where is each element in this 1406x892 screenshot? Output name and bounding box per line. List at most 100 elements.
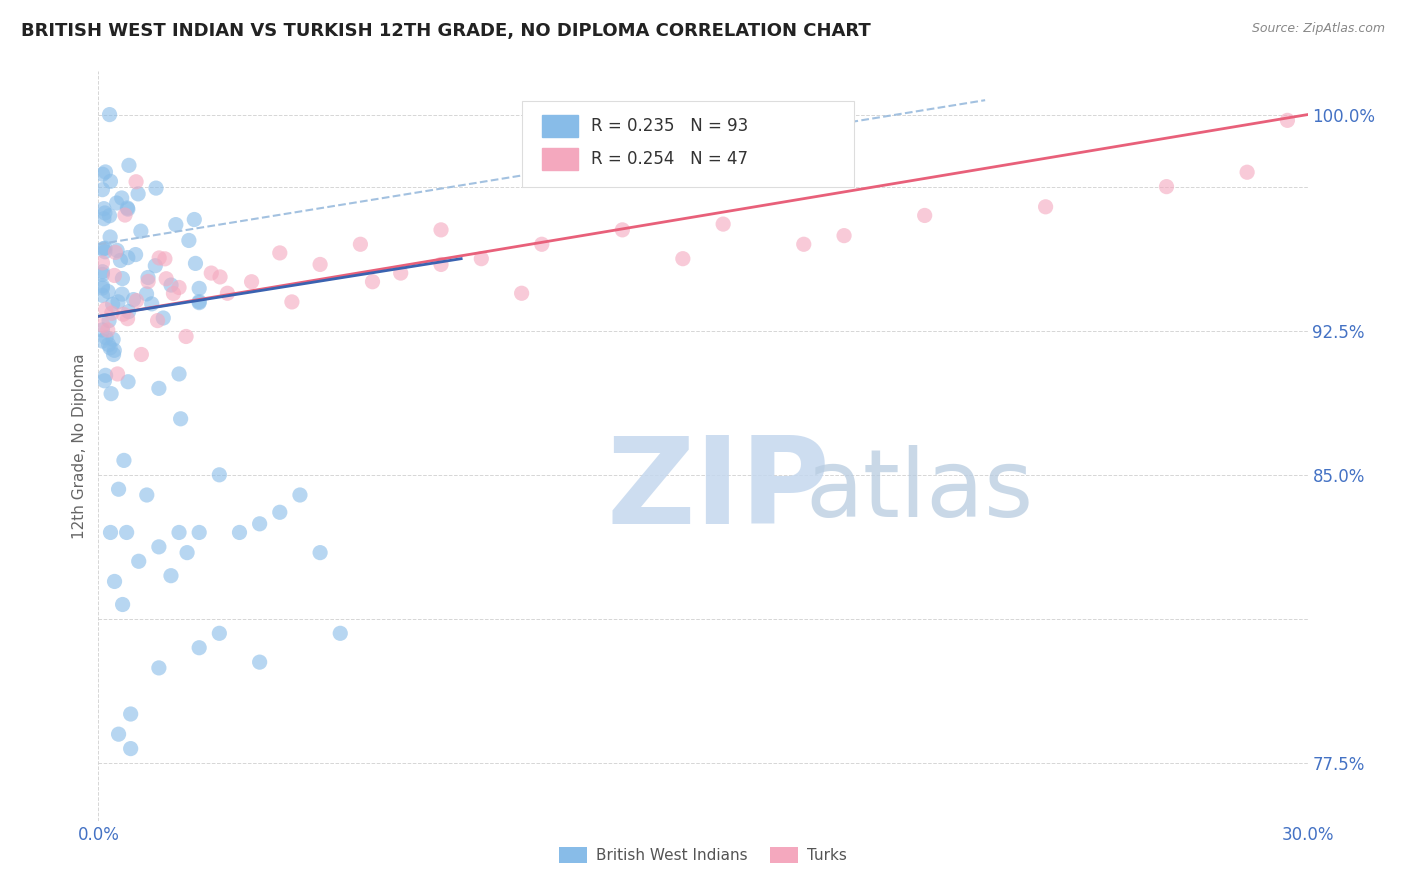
Point — [117, 304, 139, 318]
Point — [104, 245, 127, 260]
Point — [1156, 179, 1178, 194]
Point — [136, 274, 159, 288]
Point — [115, 525, 138, 540]
Point — [94, 241, 117, 255]
Point — [111, 271, 134, 285]
Point — [94, 165, 117, 179]
Point — [100, 306, 122, 320]
Point — [103, 343, 125, 358]
Point — [165, 218, 187, 232]
Point — [118, 158, 141, 172]
Point — [309, 257, 332, 271]
Bar — [543, 148, 578, 170]
Point — [430, 257, 453, 271]
Point — [228, 525, 250, 540]
Point — [100, 525, 122, 540]
Point — [98, 313, 121, 327]
Point — [160, 568, 183, 582]
Y-axis label: 12th Grade, No Diploma: 12th Grade, No Diploma — [72, 353, 87, 539]
Point — [120, 706, 142, 721]
Point — [103, 347, 125, 361]
Point — [100, 386, 122, 401]
Point — [153, 252, 176, 266]
Point — [107, 294, 129, 309]
Point — [93, 202, 115, 216]
Point — [217, 286, 239, 301]
Point — [91, 279, 114, 293]
Point — [112, 307, 135, 321]
Point — [101, 297, 124, 311]
Point — [117, 201, 139, 215]
Point — [269, 246, 291, 260]
Text: R = 0.235   N = 93: R = 0.235 N = 93 — [591, 117, 748, 135]
Point — [91, 242, 114, 256]
Point — [117, 202, 139, 216]
Point — [125, 293, 148, 308]
Point — [470, 252, 492, 266]
Point — [612, 223, 634, 237]
Point — [349, 237, 371, 252]
Point — [510, 286, 533, 301]
Text: atlas: atlas — [806, 445, 1033, 537]
Point — [105, 244, 128, 258]
Point — [188, 294, 211, 309]
Point — [91, 334, 114, 348]
Point — [91, 268, 114, 282]
Point — [329, 626, 352, 640]
Point — [167, 280, 190, 294]
Text: Source: ZipAtlas.com: Source: ZipAtlas.com — [1251, 22, 1385, 36]
Point — [107, 727, 129, 741]
Point — [152, 311, 174, 326]
Point — [389, 266, 412, 280]
Point — [141, 297, 163, 311]
Point — [135, 287, 157, 301]
Point — [1035, 200, 1057, 214]
Point — [361, 275, 384, 289]
Point — [146, 313, 169, 327]
Point — [309, 546, 332, 560]
Point — [169, 411, 191, 425]
Point — [208, 626, 231, 640]
Point — [1277, 113, 1299, 128]
Point — [148, 251, 170, 265]
Point — [97, 337, 120, 351]
Point — [160, 278, 183, 293]
Point — [183, 212, 205, 227]
Text: R = 0.254   N = 47: R = 0.254 N = 47 — [591, 150, 748, 168]
Point — [711, 217, 734, 231]
Point — [188, 295, 211, 310]
Point — [94, 244, 117, 259]
Point — [91, 265, 114, 279]
Point — [430, 223, 453, 237]
Point — [97, 323, 120, 337]
Point — [91, 167, 114, 181]
Point — [672, 252, 695, 266]
Point — [177, 234, 200, 248]
Point — [94, 206, 117, 220]
Point — [91, 183, 114, 197]
Point — [111, 191, 134, 205]
Text: ZIP: ZIP — [606, 433, 830, 549]
Point — [135, 488, 157, 502]
Point — [105, 196, 128, 211]
Point — [148, 381, 170, 395]
Point — [184, 256, 207, 270]
Point — [97, 285, 120, 299]
Point — [94, 331, 117, 345]
Point — [107, 482, 129, 496]
Point — [155, 271, 177, 285]
Point — [148, 540, 170, 554]
Point — [188, 640, 211, 655]
Point — [117, 375, 139, 389]
Point — [103, 268, 125, 283]
Point — [832, 228, 855, 243]
Point — [100, 174, 122, 188]
Point — [94, 368, 117, 383]
Text: BRITISH WEST INDIAN VS TURKISH 12TH GRADE, NO DIPLOMA CORRELATION CHART: BRITISH WEST INDIAN VS TURKISH 12TH GRAD… — [21, 22, 870, 40]
Point — [176, 546, 198, 560]
Point — [124, 247, 146, 261]
Point — [98, 209, 121, 223]
Point — [1236, 165, 1258, 179]
Point — [167, 525, 190, 540]
Point — [111, 287, 134, 301]
